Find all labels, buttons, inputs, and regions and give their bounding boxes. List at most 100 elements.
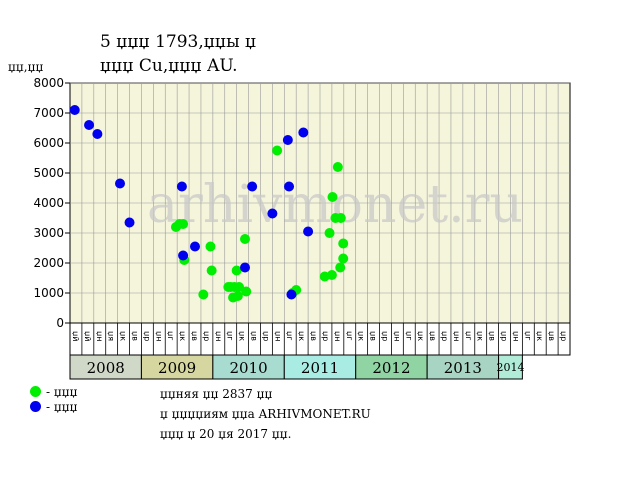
y-tick-label-0: 0 — [56, 316, 64, 330]
month-label-8: џг — [166, 331, 175, 340]
y-tick-label-8: 8000 — [33, 76, 64, 90]
month-label-39: џк — [535, 331, 544, 341]
month-label-23: џг — [345, 331, 354, 340]
point-1-13 — [286, 289, 297, 300]
month-label-0: џй — [71, 331, 80, 341]
point-1-7 — [190, 241, 200, 252]
grid-lines — [70, 82, 570, 324]
month-label-21: џр — [321, 331, 330, 341]
point-0-27 — [338, 238, 349, 249]
chart-title: 5 џџџ 1793,џџы џ џџџ Cu,џџџ AU. — [100, 30, 256, 78]
point-0-15 — [241, 286, 252, 297]
y-tick-label-5: 5000 — [33, 166, 64, 180]
point-1-1 — [84, 120, 95, 130]
point-1-11 — [282, 135, 293, 145]
point-0-6 — [206, 265, 217, 276]
point-0-11 — [231, 265, 242, 276]
month-label-32: џн — [452, 331, 461, 341]
y-tick-label-6: 6000 — [33, 136, 64, 150]
month-label-row: џй џй џн џя џк џв џр џн џг џк џв џр џн џг џк џв џр џн џг џк… — [69, 322, 571, 356]
month-label-34: џк — [476, 331, 485, 341]
year-cell-2014 — [498, 354, 523, 380]
month-label-31: џр — [440, 331, 449, 341]
year-label-2011: 2011 — [301, 359, 339, 377]
point-0-22 — [327, 192, 338, 202]
month-label-1: џй — [83, 331, 92, 341]
year-label-row: 2008 2009 2010 2011 2012 2013 2014 — [69, 354, 524, 380]
point-1-8 — [240, 262, 250, 273]
month-label-24: џк — [357, 331, 366, 341]
year-label-2013: 2013 — [444, 359, 482, 377]
month-label-7: џн — [154, 331, 163, 341]
note-line-2: џ џџџџиям џџа ARHIVMONET.RU — [160, 407, 371, 421]
legend-marker-blue — [30, 401, 41, 412]
legend-item-blue: - џџџ — [30, 399, 78, 414]
point-1-10 — [267, 208, 278, 219]
point-1-4 — [124, 217, 135, 228]
point-0-13 — [234, 282, 245, 292]
month-label-12: џн — [214, 331, 223, 341]
month-label-17: џн — [273, 331, 282, 341]
point-1-2 — [92, 129, 103, 139]
point-0-4 — [198, 289, 209, 300]
y-tick-label-4: 4000 — [33, 196, 64, 210]
month-label-6: џр — [142, 331, 151, 341]
month-label-35: џв — [488, 331, 497, 341]
month-label-10: џв — [190, 331, 199, 341]
month-label-14: џк — [238, 331, 247, 341]
month-label-26: џр — [380, 331, 389, 341]
title-line-2: џџџ Cu,џџџ AU. — [100, 56, 238, 76]
point-1-6 — [178, 250, 189, 261]
point-0-5 — [205, 241, 216, 252]
year-label-2012: 2012 — [372, 359, 410, 377]
point-0-24 — [332, 162, 343, 172]
y-tick-label-7: 7000 — [33, 106, 64, 120]
month-label-9: џк — [178, 331, 187, 341]
point-0-20 — [324, 228, 335, 238]
month-label-33: џг — [464, 331, 473, 340]
y-axis-ticks: 0 1000 2000 3000 4000 5000 6000 7000 8000 — [33, 76, 70, 330]
month-label-40: џв — [547, 331, 556, 341]
point-0-2 — [178, 219, 189, 229]
notes-block: џџняя џџ 2837 џџ џ џџџџиям џџа ARHIVMONE… — [160, 384, 371, 444]
month-label-22: џн — [333, 331, 342, 341]
point-1-14 — [298, 127, 309, 138]
title-line-1: 5 џџџ 1793,џџы џ — [100, 32, 257, 52]
point-0-21 — [326, 270, 337, 280]
legend-item-green: - џџџ — [30, 384, 78, 399]
point-1-0 — [69, 105, 80, 115]
point-1-12 — [284, 181, 295, 192]
point-0-28 — [338, 253, 349, 264]
y-tick-label-1: 1000 — [33, 286, 64, 300]
year-cell-2011 — [283, 354, 357, 380]
year-label-2014: 2014 — [496, 361, 524, 374]
year-label-2008: 2008 — [87, 359, 125, 377]
point-0-25 — [335, 262, 346, 273]
month-label-30: џв — [428, 331, 437, 341]
point-1-5 — [176, 181, 187, 192]
year-label-2010: 2010 — [229, 359, 267, 377]
month-label-19: џк — [297, 331, 306, 341]
point-0-14 — [240, 234, 250, 244]
month-label-16: џр — [261, 331, 270, 341]
month-label-3: џя — [107, 331, 116, 341]
month-label-18: џг — [285, 331, 294, 340]
legend-label-blue: - џџџ — [46, 399, 78, 414]
watermark-text: arhivmonet.ru — [147, 175, 523, 235]
month-label-29: џк — [416, 331, 425, 341]
data-points — [69, 105, 349, 303]
month-label-5: џв — [130, 331, 139, 341]
month-label-2: џн — [95, 331, 104, 341]
month-label-41: џр — [559, 331, 568, 341]
month-label-4: џк — [119, 331, 128, 341]
point-0-16 — [272, 145, 283, 156]
year-label-2009: 2009 — [158, 359, 196, 377]
y-tick-label-3: 3000 — [33, 226, 64, 240]
month-label-20: џв — [309, 331, 318, 341]
year-cell-2009 — [140, 354, 214, 380]
y-axis-label: џџ,џџ — [8, 60, 44, 74]
note-line-1: џџняя џџ 2837 џџ — [160, 387, 273, 401]
month-label-13: џг — [226, 331, 235, 340]
month-label-25: џв — [369, 331, 378, 341]
